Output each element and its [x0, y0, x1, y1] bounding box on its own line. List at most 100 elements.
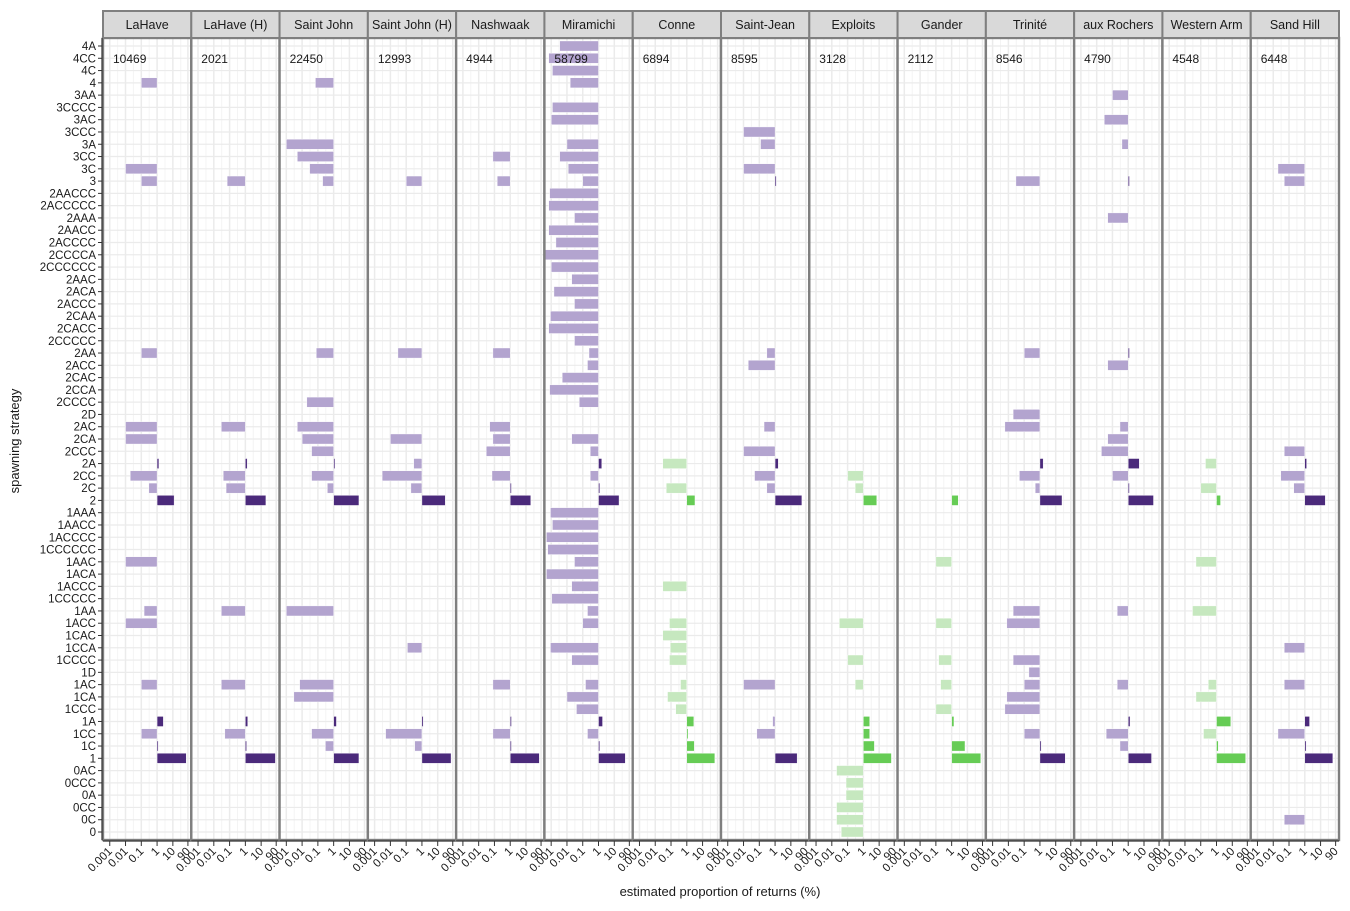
bar-3: [226, 175, 246, 187]
bar-1AC: [1116, 679, 1129, 690]
facet-strip: [1249, 10, 1340, 39]
bar-1CCA: [670, 642, 687, 654]
bar-1A: [156, 716, 164, 727]
bar-2C: [1200, 482, 1217, 494]
bar-1CC: [863, 728, 870, 739]
x-tick-label: 0.1: [303, 846, 323, 866]
bar-1CC: [311, 728, 334, 739]
bar-3: [322, 175, 334, 187]
bar-2AA: [1128, 347, 1130, 359]
x-tick-label: 90: [1323, 846, 1341, 864]
y-tick-label: 2ACCC: [57, 299, 96, 311]
x-tick-label: 0.1: [1009, 846, 1029, 866]
bar-3: [774, 175, 777, 187]
bar-1AC: [743, 679, 776, 690]
bar-1CCCC: [938, 654, 952, 666]
bar-0CCC: [845, 777, 864, 789]
bar-1CA: [667, 691, 687, 703]
x-tick-label: 1: [944, 846, 957, 859]
y-tick-label: 0CC: [73, 802, 96, 814]
x-tick-label: 0.1: [833, 846, 853, 866]
bar-3: [1284, 175, 1305, 187]
sample-size-label: 4944: [466, 52, 493, 66]
bar-1: [156, 753, 187, 764]
bar-1: [510, 753, 540, 764]
facet-label: LaHave (H): [203, 18, 267, 32]
bar-2A: [156, 458, 160, 469]
y-tick-label: 1ACCCC: [49, 532, 96, 544]
bar-1A: [951, 716, 955, 727]
bar-2: [774, 495, 803, 506]
bar-1: [951, 753, 981, 764]
bar-1C: [414, 740, 423, 752]
bar-1AA: [143, 605, 158, 617]
bar-2ACC: [1107, 360, 1129, 371]
y-tick-label: 2ACCCCC: [40, 201, 96, 213]
y-tick-label: 2CC: [73, 471, 96, 483]
bar-2CC: [1112, 470, 1129, 482]
y-tick-label: 1CA: [74, 692, 97, 704]
bar-1CC: [1023, 728, 1041, 739]
bar-1AAC: [574, 556, 599, 568]
bar-2AACC: [548, 224, 599, 236]
bar-2CCCCC: [574, 335, 599, 346]
bar-2AACCC: [549, 188, 599, 199]
y-tick-label: 2AACC: [58, 225, 96, 237]
y-tick-label: 1C: [81, 741, 96, 753]
bar-2CC: [311, 470, 334, 482]
bar-2ACC: [587, 360, 599, 371]
bar-3C: [743, 163, 776, 175]
bar-1AA: [286, 605, 334, 617]
bar-1C: [863, 740, 875, 752]
bar-2A: [662, 458, 687, 469]
y-tick-label: 1ACA: [66, 569, 96, 581]
bar-1CC: [1105, 728, 1129, 739]
bar-1CCA: [550, 642, 599, 654]
bar-1A: [863, 716, 870, 727]
bar-1AAC: [1195, 556, 1217, 568]
bar-1AC: [680, 679, 687, 690]
bar-3: [497, 175, 511, 187]
y-tick-label: 3AC: [74, 115, 96, 127]
y-tick-label: 2AACCC: [49, 188, 96, 200]
bar-1A: [510, 716, 512, 727]
y-tick-label: 2CAA: [66, 311, 96, 323]
facet-label: Trinité: [1013, 18, 1047, 32]
bar-1CCCC: [1012, 654, 1041, 666]
y-tick-label: 2CAC: [65, 373, 96, 385]
bar-2A: [1128, 458, 1140, 469]
x-tick-label: 0.1: [568, 846, 588, 866]
y-tick-label: 1D: [81, 667, 96, 679]
bar-1ACC: [1006, 617, 1041, 629]
x-tick-label: 0.1: [1274, 846, 1294, 866]
y-tick-label: 1ACC: [65, 618, 96, 630]
bar-1ACC: [582, 617, 599, 629]
bar-1: [686, 753, 716, 764]
x-tick-label: 0.1: [921, 846, 941, 866]
y-tick-label: 3A: [82, 139, 96, 151]
facet-label: Western Arm: [1171, 18, 1243, 32]
bar-1C: [1039, 740, 1042, 752]
bar-4: [141, 77, 158, 89]
x-tick-label: 0.1: [480, 846, 500, 866]
x-tick-label: 1: [1120, 846, 1133, 859]
facet-label: aux Rochers: [1083, 18, 1153, 32]
bar-1CAC: [662, 630, 687, 641]
bar-2C: [598, 482, 600, 494]
bar-1ACC: [935, 617, 952, 629]
bar-2CC: [223, 470, 246, 482]
bar-2CCCC: [306, 396, 334, 408]
bar-2: [598, 495, 620, 506]
bar-2AA: [1023, 347, 1041, 359]
y-axis-title: spawning strategy: [7, 388, 22, 493]
bar-2CAA: [550, 310, 599, 322]
facet-label: Saint John (H): [372, 18, 452, 32]
bar-1AAA: [550, 507, 599, 518]
bar-1CCA: [407, 642, 423, 654]
